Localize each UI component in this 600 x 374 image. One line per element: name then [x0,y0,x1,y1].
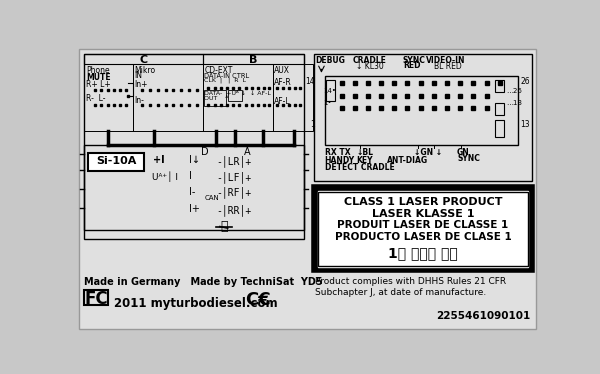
Text: ↓GN ↓: ↓GN ↓ [415,148,443,157]
Bar [88,153,144,171]
Text: I: I [189,171,192,181]
Bar [84,64,133,131]
Bar [326,80,335,101]
Bar [495,80,505,92]
Bar [314,187,532,270]
Text: ANT-DIAG: ANT-DIAG [388,156,428,165]
Text: AUX: AUX [274,66,290,75]
Bar [203,54,304,64]
Text: C€: C€ [245,291,271,309]
Text: 2255461090101: 2255461090101 [436,311,531,321]
Text: PRODUIT LASER DE CLASSE 1: PRODUIT LASER DE CLASSE 1 [337,220,509,230]
Text: DATA-IN CTRL: DATA-IN CTRL [205,73,250,79]
Text: Si-10A: Si-10A [96,156,136,166]
Text: I-: I- [189,187,196,197]
Text: In+: In+ [134,80,148,89]
Text: CRADLE: CRADLE [352,56,386,65]
Text: 1•: 1• [323,100,331,106]
Text: 2011 myturbodiesel.com: 2011 myturbodiesel.com [114,297,277,310]
Text: SYNC: SYNC [457,154,480,163]
Text: AF-R: AF-R [274,78,292,87]
Bar [495,120,505,137]
Bar [133,64,203,131]
Text: OUT    ᴬ: OUT ᴬ [205,96,229,101]
Text: BL RED: BL RED [434,62,461,71]
Text: B: B [249,55,257,65]
Bar [84,290,107,305]
Text: 14•: 14• [323,88,336,94]
Text: DEBUG: DEBUG [315,56,345,65]
Text: C: C [139,55,147,65]
Bar [495,102,505,115]
Text: 26: 26 [521,77,530,86]
Text: CD-EXT: CD-EXT [205,66,233,75]
Bar [84,145,304,239]
Text: Mikro: Mikro [134,66,156,75]
Text: 13: 13 [521,120,530,129]
Text: …13: …13 [506,100,522,106]
Text: -│LR│+: -│LR│+ [216,155,251,167]
Text: DETECT CRADLE: DETECT CRADLE [325,163,394,172]
Text: Uᴬ⁺│ I: Uᴬ⁺│ I [152,171,179,182]
Text: ⎕: ⎕ [220,220,227,233]
Text: ↓BL: ↓BL [356,148,373,157]
Text: +I: +I [152,155,164,165]
Text: Made in Germany   Made by TechniSat  YD5: Made in Germany Made by TechniSat YD5 [84,278,323,288]
Text: CLK  |   |  R  L: CLK | | R L [205,78,247,83]
Text: ↓ KL30: ↓ KL30 [356,62,384,71]
Bar [205,90,226,106]
Text: VIDEO-IN: VIDEO-IN [426,56,466,65]
Text: D: D [200,147,208,157]
Text: 1: 1 [311,120,315,129]
Text: CAN: CAN [205,195,219,201]
Text: CLASS 1 LASER PRODUCT: CLASS 1 LASER PRODUCT [344,197,502,207]
Bar [84,54,304,230]
Bar [203,64,272,131]
Text: SYNC: SYNC [403,56,426,65]
Text: AF-L: AF-L [274,97,291,106]
Text: RX TX: RX TX [325,148,350,157]
Text: -│RR│+: -│RR│+ [216,204,251,216]
Text: -│LF│+: -│LF│+ [216,171,251,183]
Text: IN: IN [134,71,143,80]
Text: R-  L-: R- L- [86,94,106,103]
Text: In-: In- [134,96,145,105]
Text: DATA-  +Uᴬ ↓  ↓ AF-L: DATA- +Uᴬ ↓ ↓ AF-L [205,91,271,96]
Text: 14: 14 [305,77,315,86]
Text: MUTE: MUTE [86,73,110,82]
Text: A: A [244,147,250,157]
Text: …26: …26 [506,88,522,94]
Bar [325,76,518,145]
Text: FC: FC [84,290,108,308]
Bar [84,54,203,64]
Text: R+ L+: R+ L+ [86,80,110,89]
Text: Phone: Phone [86,66,109,75]
Text: -│RF│+: -│RF│+ [216,187,251,199]
Text: PRODUCTO LASER DE CLASE 1: PRODUCTO LASER DE CLASE 1 [335,232,511,242]
Text: HANDY: HANDY [325,156,355,165]
Text: GN: GN [457,148,470,157]
Bar [272,64,313,131]
Text: I+: I+ [189,204,200,214]
Text: I↓: I↓ [189,155,200,165]
Text: KEY: KEY [356,156,373,165]
Text: 1급 레이저 제품: 1급 레이저 제품 [388,246,458,260]
Bar [314,54,532,181]
Text: RED: RED [403,61,421,70]
Bar [317,191,529,267]
Text: LASER KLASSE 1: LASER KLASSE 1 [372,209,474,219]
Text: Product complies with DHHS Rules 21 CFR
Subchapter J, at date of manufacture.: Product complies with DHHS Rules 21 CFR … [315,278,506,297]
Bar [227,90,242,101]
Bar [319,192,527,266]
